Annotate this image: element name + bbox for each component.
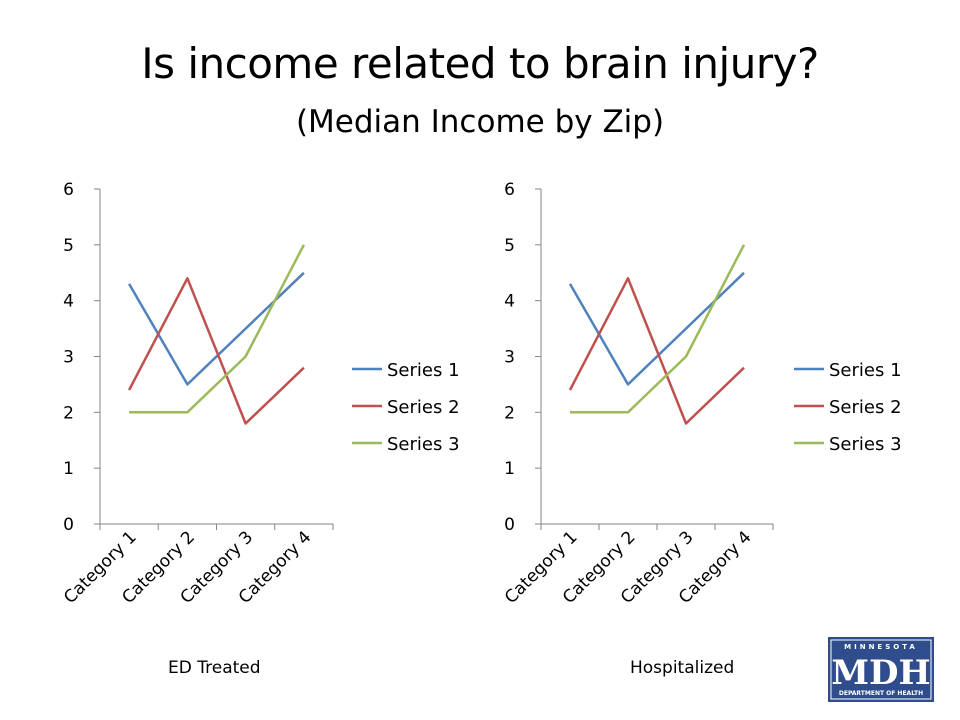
slide-title: Is income related to brain injury? xyxy=(141,39,819,88)
y-tick-label: 3 xyxy=(504,348,515,368)
mdh-logo: MINNESOTA MDH DEPARTMENT OF HEALTH xyxy=(828,637,934,702)
y-tick-label: 2 xyxy=(63,403,74,423)
legend-label: Series 2 xyxy=(829,397,902,418)
series-line xyxy=(129,244,306,414)
series-line xyxy=(127,277,305,425)
y-tick-label: 3 xyxy=(63,348,74,368)
chart-caption-hospitalized: Hospitalized xyxy=(630,658,735,678)
y-tick-label: 1 xyxy=(504,459,515,479)
slide-subtitle: (Median Income by Zip) xyxy=(295,104,665,140)
chart-caption-ed-treated: ED Treated xyxy=(168,658,261,678)
logo-border xyxy=(830,639,932,700)
legend-label: Series 3 xyxy=(829,434,902,455)
legend-label: Series 1 xyxy=(387,360,460,381)
y-tick-label: 2 xyxy=(504,403,515,423)
legend-label: Series 3 xyxy=(387,434,460,455)
y-tick-label: 4 xyxy=(504,292,515,312)
y-tick-label: 1 xyxy=(63,459,74,479)
legend-label: Series 1 xyxy=(829,360,902,381)
logo-background xyxy=(828,637,934,702)
y-tick-label: 0 xyxy=(63,515,74,535)
series-line xyxy=(568,271,745,386)
y-tick-label: 5 xyxy=(504,236,515,256)
logo-top-text: MINNESOTA xyxy=(844,643,918,651)
series-line xyxy=(568,277,745,425)
logo-main-text: MDH xyxy=(831,653,930,693)
y-tick-label: 5 xyxy=(63,236,74,256)
legend-label: Series 2 xyxy=(387,397,460,418)
series-line xyxy=(570,244,746,414)
y-tick-label: 6 xyxy=(63,180,74,200)
logo-bottom-text: DEPARTMENT OF HEALTH xyxy=(839,690,923,697)
y-tick-label: 0 xyxy=(504,515,515,535)
y-tick-label: 4 xyxy=(63,292,74,312)
y-tick-label: 6 xyxy=(504,180,515,200)
